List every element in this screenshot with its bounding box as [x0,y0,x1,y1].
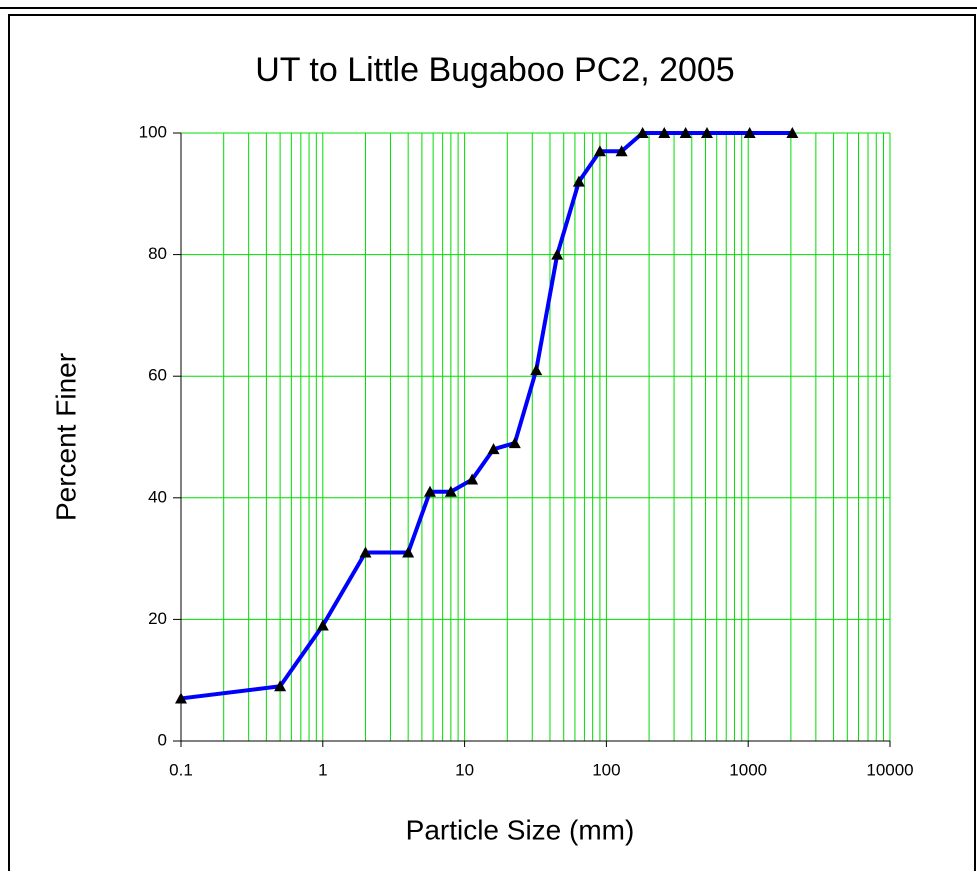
data-point [636,127,649,138]
data-point [786,127,799,138]
chart-title: UT to Little Bugaboo PC2, 2005 [255,51,734,89]
x-tick-label: 10000 [866,760,913,779]
data-point [530,364,543,376]
data-point [508,437,521,449]
data-point [175,692,187,704]
x-tick-label: 1 [318,760,327,779]
frame [8,14,976,876]
x-axis-label: Particle Size (mm) [406,814,635,845]
data-point [700,127,713,138]
x-tick-label: 1000 [729,760,767,779]
y-tick-label: 20 [148,609,167,628]
data-point [743,127,756,138]
y-tick-label: 60 [148,366,167,385]
data-point [423,485,436,497]
x-tick-label: 100 [592,760,620,779]
data-point [359,546,372,558]
y-tick-label: 40 [148,487,167,506]
data-point [444,485,457,497]
y-axis-label: Percent Finer [50,353,81,521]
y-tick-label: 100 [139,122,167,141]
data-point [466,473,479,485]
data-point [679,127,692,138]
x-tick-label: 0.1 [169,760,193,779]
x-tick-label: 10 [455,760,474,779]
data-point [593,145,606,157]
data-point [487,443,500,455]
y-tick-label: 80 [148,244,167,263]
y-tick-label: 0 [158,730,167,749]
data-point [402,546,415,558]
data-point [551,248,564,260]
data-point [615,145,628,157]
data-point [274,680,287,692]
data-point [316,619,329,631]
data-point [572,175,585,187]
data-line [180,131,793,701]
data-point [658,127,671,138]
